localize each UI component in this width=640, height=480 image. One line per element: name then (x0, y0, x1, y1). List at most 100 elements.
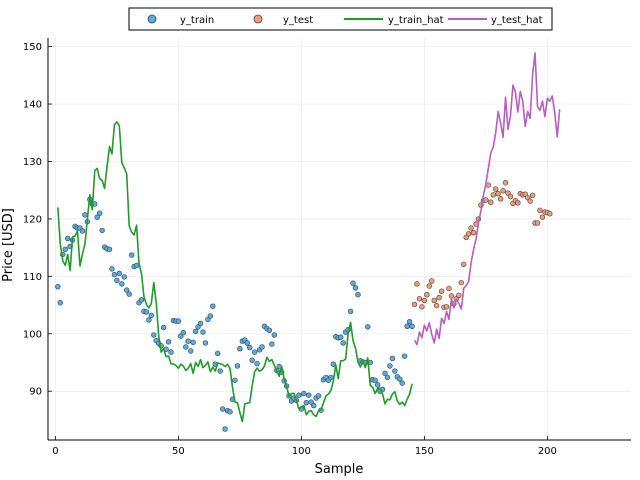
y-tick-label-150: 150 (23, 42, 42, 53)
series (55, 52, 561, 432)
point-y-test-36 (500, 188, 506, 194)
point-y-test-39 (507, 193, 514, 200)
y-tick-label-90: 90 (29, 387, 42, 398)
point-y-train-104 (310, 402, 317, 409)
grid (48, 38, 631, 440)
legend-entry-y-train-hat: y_train_hat (344, 15, 444, 26)
point-y-test-6 (426, 283, 432, 289)
point-y-test-0 (411, 301, 418, 308)
point-y-train-49 (175, 318, 182, 324)
point-y-train-23 (111, 271, 118, 278)
line-y-test-hat (413, 52, 561, 346)
point-y-test-19 (458, 279, 464, 286)
legend-label-y-train: y_train (180, 15, 214, 26)
point-y-train-81 (254, 360, 260, 367)
point-y-train-88 (271, 332, 278, 338)
point-y-train-74 (237, 345, 243, 352)
point-y-test-8 (431, 297, 437, 304)
point-y-train-143 (406, 319, 413, 325)
legend: y_train y_test y_train_hat y_test_hat (128, 7, 553, 31)
point-y-train-144 (409, 323, 415, 329)
point-y-train-134 (384, 374, 391, 381)
point-y-train-102 (306, 392, 312, 398)
point-y-train-17 (96, 210, 103, 216)
series-y-test-hat (413, 52, 561, 346)
x-tick-label-50: 50 (172, 446, 185, 457)
point-y-test-23 (468, 225, 474, 231)
x-tick-label-200: 200 (538, 446, 557, 457)
point-y-train-21 (106, 246, 113, 253)
x-tick-label-100: 100 (292, 446, 311, 457)
point-y-train-11 (82, 212, 88, 218)
point-y-train-72 (232, 377, 238, 383)
x-tick-label-150: 150 (415, 446, 434, 457)
point-y-train-63 (210, 303, 216, 309)
point-y-train-79 (249, 357, 255, 363)
axes (47, 38, 631, 441)
point-y-train-130 (374, 382, 381, 388)
legend-entry-y-train: y_train (147, 14, 214, 26)
point-y-train-133 (382, 370, 388, 377)
point-y-train-116 (340, 340, 346, 346)
point-y-test-11 (438, 288, 445, 294)
legend-marker-y-test (253, 14, 263, 24)
point-y-train-119 (347, 308, 354, 315)
point-y-train-59 (200, 329, 206, 335)
y-tick-label-100: 100 (23, 329, 42, 340)
legend-label-y-test: y_test (283, 15, 313, 26)
point-y-train-60 (202, 340, 209, 346)
point-y-train-139 (397, 376, 403, 382)
point-y-test-51 (537, 207, 543, 213)
point-y-train-22 (109, 266, 115, 272)
point-y-train-27 (121, 274, 127, 280)
point-y-train-4 (64, 235, 71, 242)
point-y-test-15 (448, 293, 455, 299)
point-y-test-5 (424, 292, 430, 298)
point-y-train-51 (180, 329, 187, 336)
point-y-train-111 (328, 374, 334, 381)
legend-label-y-test-hat: y_test_hat (491, 15, 543, 26)
point-y-train-58 (197, 320, 204, 327)
point-y-train-78 (247, 344, 253, 351)
point-y-train-45 (165, 339, 172, 345)
point-y-train-83 (259, 344, 265, 350)
point-y-train-106 (315, 393, 322, 399)
point-y-train-10 (79, 228, 86, 234)
point-y-train-38 (148, 312, 155, 319)
legend-entry-y-test-hat: y_test_hat (448, 15, 543, 26)
point-y-train-18 (99, 227, 105, 234)
point-y-train-80 (251, 349, 258, 355)
point-y-train-29 (126, 291, 132, 297)
point-y-test-35 (497, 196, 504, 202)
point-y-train-73 (234, 363, 241, 369)
point-y-test-32 (490, 192, 496, 198)
point-y-test-3 (419, 304, 425, 310)
point-y-train-87 (269, 341, 275, 347)
point-y-test-48 (529, 192, 536, 199)
point-y-train-141 (401, 353, 408, 359)
point-y-train-62 (207, 313, 214, 319)
point-y-test-24 (470, 229, 477, 236)
point-y-train-129 (372, 377, 378, 383)
point-y-test-52 (539, 214, 546, 220)
legend-label-y-train-hat: y_train_hat (388, 15, 444, 26)
point-y-test-14 (446, 285, 452, 292)
line-y-train-hat (57, 121, 413, 423)
series-y-train (55, 196, 415, 432)
point-y-train-34 (138, 297, 145, 303)
point-y-train-53 (185, 338, 191, 344)
point-y-test-22 (465, 231, 472, 237)
point-y-test-9 (433, 302, 440, 309)
point-y-train-115 (338, 334, 344, 340)
point-y-train-46 (168, 349, 174, 355)
series-y-train-hat (57, 121, 413, 423)
point-y-train-135 (387, 363, 393, 369)
point-y-test-2 (416, 296, 423, 302)
point-y-train-0 (55, 283, 61, 290)
point-y-train-24 (114, 277, 120, 284)
point-y-train-55 (190, 339, 196, 346)
point-y-test-4 (421, 297, 428, 304)
y-axis-label: Price [USD] (1, 208, 16, 282)
y-tick-label-140: 140 (23, 100, 42, 111)
